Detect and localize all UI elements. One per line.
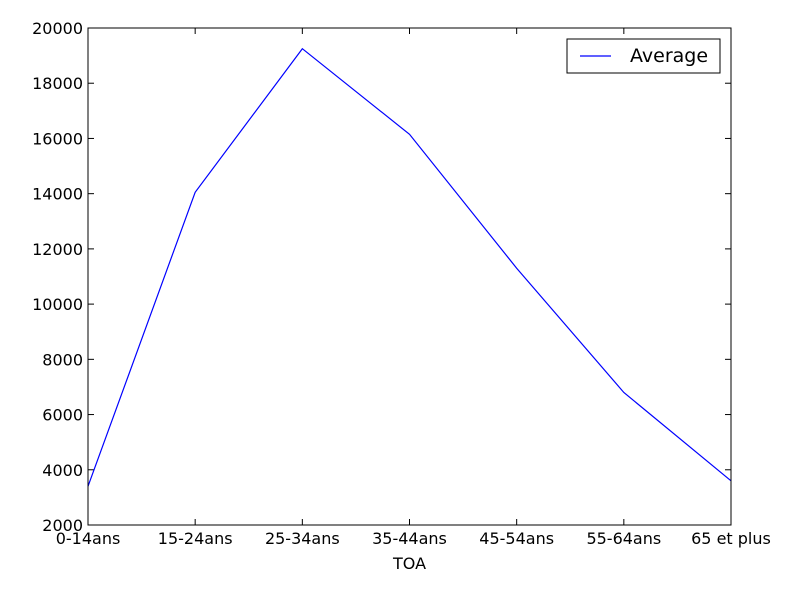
- x-tick-label: 0-14ans: [56, 529, 121, 548]
- x-tick-label: 55-64ans: [586, 529, 661, 548]
- x-tick-label: 25-34ans: [265, 529, 340, 548]
- y-tick-label: 20000: [32, 19, 83, 38]
- x-axis-ticks: 0-14ans 15-24ans 25-34ans 35-44ans 45-54ans 5…: [56, 28, 771, 548]
- x-tick-label: 35-44ans: [372, 529, 447, 548]
- y-tick-label: 18000: [32, 74, 83, 93]
- x-tick-label: 65 et plus: [691, 529, 771, 548]
- y-tick-label: 16000: [32, 129, 83, 148]
- y-tick-label: 2000: [42, 516, 83, 535]
- y-tick-label: 12000: [32, 240, 83, 259]
- y-tick-label: 8000: [42, 350, 83, 369]
- y-axis-ticks: 2000 4000 6000 8000 10000 12000 14000 16000 1800…: [32, 19, 731, 535]
- y-tick-label: 10000: [32, 295, 83, 314]
- y-tick-label: 14000: [32, 185, 83, 204]
- legend: Average: [566, 38, 721, 74]
- plot-frame: [87, 27, 732, 526]
- y-tick-label: 4000: [42, 461, 83, 480]
- y-tick-label: 6000: [42, 406, 83, 425]
- plot-area: [88, 28, 731, 525]
- x-axis-label: TOA: [392, 554, 426, 573]
- legend-label-average: Average: [630, 45, 708, 67]
- x-tick-label: 45-54ans: [479, 529, 554, 548]
- x-tick-label: 15-24ans: [158, 529, 233, 548]
- series-line-average: [87, 47, 732, 487]
